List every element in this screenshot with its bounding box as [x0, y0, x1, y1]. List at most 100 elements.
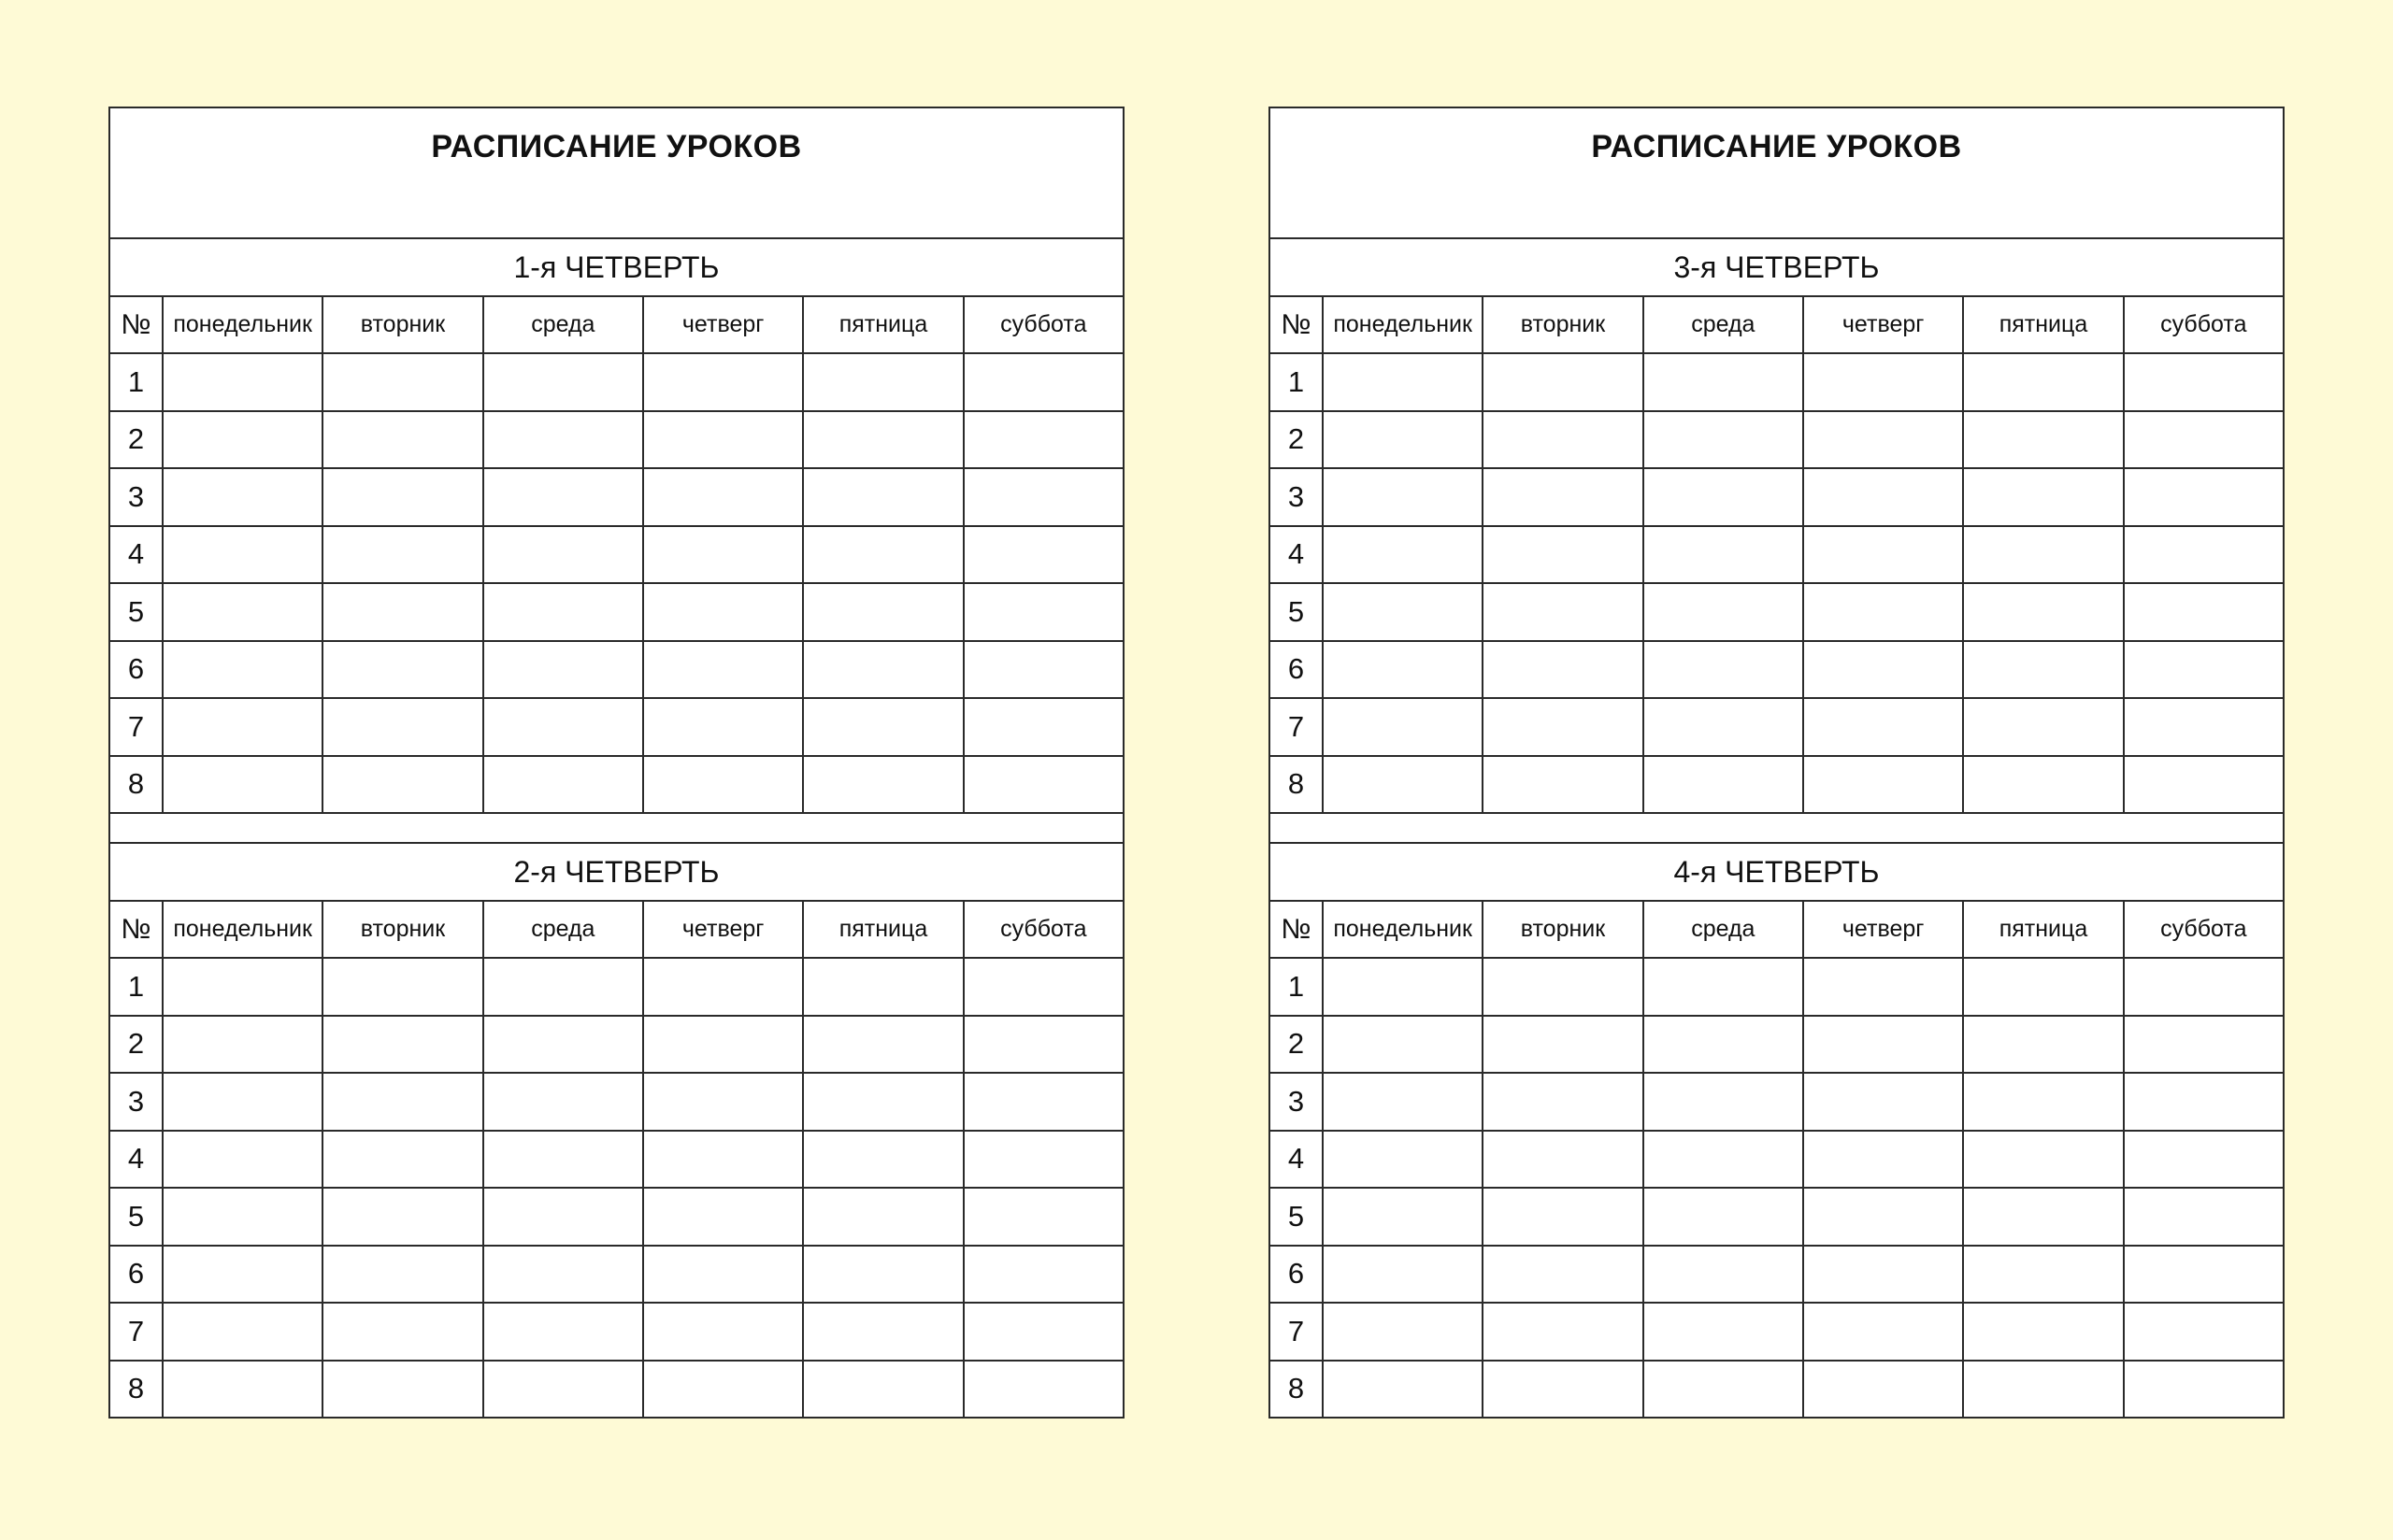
lesson-cell[interactable]	[1482, 697, 1644, 757]
lesson-cell[interactable]	[2122, 1129, 2286, 1189]
lesson-cell[interactable]	[481, 957, 644, 1017]
lesson-cell[interactable]	[2122, 639, 2286, 699]
lesson-cell[interactable]	[481, 409, 644, 469]
lesson-cell[interactable]	[1962, 1129, 2125, 1189]
lesson-cell[interactable]	[1962, 352, 2125, 412]
lesson-cell[interactable]	[962, 409, 1125, 469]
lesson-cell[interactable]	[1962, 1244, 2125, 1304]
lesson-cell[interactable]	[161, 352, 324, 412]
lesson-cell[interactable]	[802, 409, 965, 469]
lesson-cell[interactable]	[802, 467, 965, 527]
lesson-cell[interactable]	[2122, 697, 2286, 757]
lesson-cell[interactable]	[1641, 1129, 1804, 1189]
lesson-cell[interactable]	[1801, 1014, 1965, 1074]
lesson-cell[interactable]	[2122, 1359, 2286, 1419]
lesson-cell[interactable]	[322, 409, 484, 469]
lesson-cell[interactable]	[322, 1129, 484, 1189]
lesson-cell[interactable]	[161, 1014, 324, 1074]
lesson-cell[interactable]	[802, 1014, 965, 1074]
lesson-cell[interactable]	[1321, 1072, 1484, 1132]
lesson-cell[interactable]	[161, 1129, 324, 1189]
lesson-cell[interactable]	[1482, 524, 1644, 584]
lesson-cell[interactable]	[481, 1359, 644, 1419]
lesson-cell[interactable]	[962, 957, 1125, 1017]
lesson-cell[interactable]	[1321, 352, 1484, 412]
lesson-cell[interactable]	[641, 1244, 805, 1304]
lesson-cell[interactable]	[161, 639, 324, 699]
lesson-cell[interactable]	[2122, 1244, 2286, 1304]
lesson-cell[interactable]	[962, 582, 1125, 642]
lesson-cell[interactable]	[962, 467, 1125, 527]
lesson-cell[interactable]	[481, 1129, 644, 1189]
lesson-cell[interactable]	[641, 467, 805, 527]
lesson-cell[interactable]	[161, 957, 324, 1017]
lesson-cell[interactable]	[1321, 754, 1484, 814]
lesson-cell[interactable]	[322, 957, 484, 1017]
lesson-cell[interactable]	[1482, 1072, 1644, 1132]
lesson-cell[interactable]	[322, 697, 484, 757]
lesson-cell[interactable]	[1641, 754, 1804, 814]
lesson-cell[interactable]	[1641, 524, 1804, 584]
lesson-cell[interactable]	[641, 524, 805, 584]
lesson-cell[interactable]	[322, 1072, 484, 1132]
lesson-cell[interactable]	[641, 957, 805, 1017]
lesson-cell[interactable]	[1321, 697, 1484, 757]
lesson-cell[interactable]	[481, 524, 644, 584]
lesson-cell[interactable]	[1641, 1244, 1804, 1304]
lesson-cell[interactable]	[1641, 409, 1804, 469]
lesson-cell[interactable]	[322, 524, 484, 584]
lesson-cell[interactable]	[161, 524, 324, 584]
lesson-cell[interactable]	[1482, 582, 1644, 642]
lesson-cell[interactable]	[1962, 1302, 2125, 1362]
lesson-cell[interactable]	[2122, 1302, 2286, 1362]
lesson-cell[interactable]	[1482, 957, 1644, 1017]
lesson-cell[interactable]	[161, 697, 324, 757]
lesson-cell[interactable]	[1321, 409, 1484, 469]
lesson-cell[interactable]	[1321, 1187, 1484, 1247]
lesson-cell[interactable]	[1962, 1359, 2125, 1419]
lesson-cell[interactable]	[481, 1244, 644, 1304]
lesson-cell[interactable]	[322, 639, 484, 699]
lesson-cell[interactable]	[322, 1244, 484, 1304]
lesson-cell[interactable]	[1801, 639, 1965, 699]
lesson-cell[interactable]	[1641, 697, 1804, 757]
lesson-cell[interactable]	[481, 754, 644, 814]
lesson-cell[interactable]	[962, 1302, 1125, 1362]
lesson-cell[interactable]	[1321, 639, 1484, 699]
lesson-cell[interactable]	[1801, 467, 1965, 527]
lesson-cell[interactable]	[1482, 639, 1644, 699]
lesson-cell[interactable]	[1482, 1014, 1644, 1074]
lesson-cell[interactable]	[1321, 467, 1484, 527]
lesson-cell[interactable]	[322, 1359, 484, 1419]
lesson-cell[interactable]	[641, 697, 805, 757]
lesson-cell[interactable]	[1801, 409, 1965, 469]
lesson-cell[interactable]	[1321, 1244, 1484, 1304]
lesson-cell[interactable]	[1962, 582, 2125, 642]
lesson-cell[interactable]	[322, 467, 484, 527]
lesson-cell[interactable]	[1801, 352, 1965, 412]
lesson-cell[interactable]	[962, 1129, 1125, 1189]
lesson-cell[interactable]	[1321, 1302, 1484, 1362]
lesson-cell[interactable]	[1962, 754, 2125, 814]
lesson-cell[interactable]	[641, 1129, 805, 1189]
lesson-cell[interactable]	[962, 1072, 1125, 1132]
lesson-cell[interactable]	[1482, 1302, 1644, 1362]
lesson-cell[interactable]	[1801, 1244, 1965, 1304]
lesson-cell[interactable]	[802, 524, 965, 584]
lesson-cell[interactable]	[1801, 524, 1965, 584]
lesson-cell[interactable]	[2122, 409, 2286, 469]
lesson-cell[interactable]	[641, 754, 805, 814]
lesson-cell[interactable]	[802, 754, 965, 814]
lesson-cell[interactable]	[2122, 754, 2286, 814]
lesson-cell[interactable]	[1641, 639, 1804, 699]
lesson-cell[interactable]	[1641, 1302, 1804, 1362]
lesson-cell[interactable]	[481, 467, 644, 527]
lesson-cell[interactable]	[1641, 957, 1804, 1017]
lesson-cell[interactable]	[481, 352, 644, 412]
lesson-cell[interactable]	[1482, 1129, 1644, 1189]
lesson-cell[interactable]	[962, 1187, 1125, 1247]
lesson-cell[interactable]	[962, 1014, 1125, 1074]
lesson-cell[interactable]	[2122, 467, 2286, 527]
lesson-cell[interactable]	[1641, 582, 1804, 642]
lesson-cell[interactable]	[1801, 754, 1965, 814]
